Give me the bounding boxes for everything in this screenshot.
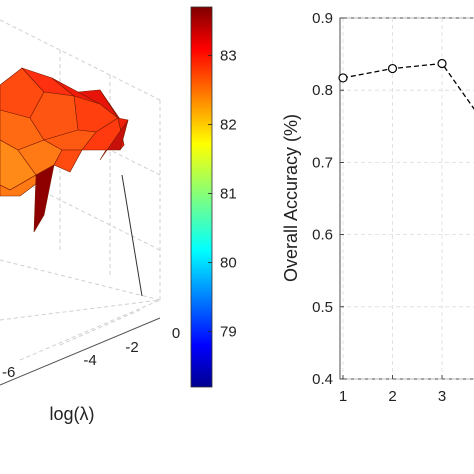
colorbar: 79 80 81 82 83: [190, 6, 237, 388]
line-plot-y-axis-label: Overall Accuracy (%): [281, 114, 301, 282]
surface-mesh: [0, 67, 129, 233]
accuracy-point: [437, 58, 447, 69]
line-plot: 0.4 0.5 0.6 0.7 0.8 0.9 1 2 3 Overall Accuracy …: [281, 10, 474, 405]
line-plot-x-tick-label: 1: [339, 388, 347, 405]
accuracy-point: [387, 63, 398, 74]
line-plot-y-tick-label: 0.6: [312, 227, 333, 244]
line-plot-y-tick-label: 0.7: [312, 154, 333, 171]
line-plot-y-tick-label: 0.4: [312, 371, 333, 388]
line-plot-x-tick-label: 2: [388, 388, 396, 405]
line-plot-y-tick-label: 0.5: [312, 299, 333, 316]
colorbar-tick-label: 82: [220, 116, 237, 133]
line-plot-y-tick-label: 0.9: [312, 10, 333, 27]
surface-x-axis-label: log(λ): [49, 404, 94, 424]
line-plot-x-ticks: 1 2 3: [339, 375, 446, 405]
surface-x-tick: -6: [2, 364, 15, 381]
surface-x-tick: -4: [83, 352, 96, 369]
surface-base-axis: [0, 317, 161, 386]
line-plot-x-tick-label: 3: [438, 388, 446, 405]
accuracy-series-points: [338, 58, 447, 83]
surface-plot: -6 -4 -2 0 log(λ): [0, 19, 180, 424]
colorbar-gradient: [190, 6, 213, 388]
surface-x-tick: -2: [125, 339, 138, 356]
colorbar-tick-label: 80: [220, 255, 237, 272]
accuracy-series-line: [342, 62, 474, 110]
colorbar-ticks: 79 80 81 82 83: [208, 47, 237, 341]
line-plot-frame: [339, 17, 474, 380]
surface-vertical-drop: [121, 174, 143, 297]
line-plot-y-tick-label: 0.8: [312, 82, 333, 99]
colorbar-tick-label: 83: [220, 47, 237, 64]
accuracy-point: [338, 73, 348, 83]
colorbar-tick-label: 79: [220, 324, 237, 341]
line-plot-y-ticks: 0.4 0.5 0.6 0.7 0.8 0.9: [312, 10, 344, 388]
surface-x-tick: 0: [172, 325, 180, 342]
colorbar-tick-label: 81: [220, 186, 237, 203]
line-plot-grid: [340, 17, 474, 380]
